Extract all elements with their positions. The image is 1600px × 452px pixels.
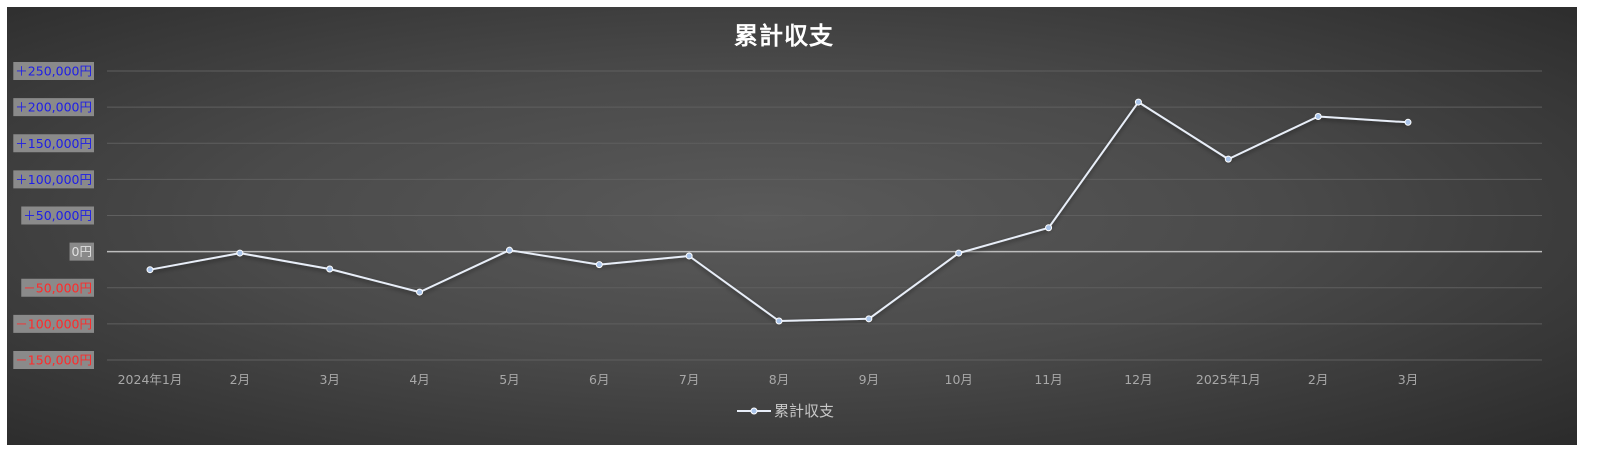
data-point <box>1314 113 1322 121</box>
y-tick-label-background <box>21 278 94 297</box>
y-tick-label-background <box>69 242 94 261</box>
chart-title: 累計収支 <box>734 22 834 50</box>
data-point <box>955 249 963 257</box>
x-tick-label: 9月 <box>859 372 879 387</box>
data-point <box>1224 155 1232 163</box>
x-tick-label: 7月 <box>679 372 699 387</box>
data-point <box>1045 224 1053 232</box>
x-tick-label: 2月 <box>1308 372 1328 387</box>
y-tick-label: －150,000円 <box>15 353 92 368</box>
data-point <box>236 249 244 257</box>
series-layer <box>146 98 1412 325</box>
y-tick-label: ＋50,000円 <box>23 208 92 223</box>
legend-label: 累計収支 <box>774 402 834 420</box>
legend-marker-swatch <box>750 407 758 415</box>
y-tick-label: －50,000円 <box>23 280 92 295</box>
data-point <box>865 315 873 323</box>
y-tick-label: ＋150,000円 <box>15 136 92 151</box>
data-point <box>326 265 334 273</box>
y-tick-label-background <box>13 134 94 153</box>
y-tick-label: ＋100,000円 <box>15 172 92 187</box>
x-tick-label: 2月 <box>230 372 250 387</box>
y-tick-label-background <box>21 206 94 225</box>
data-point <box>1134 98 1142 106</box>
legend: 累計収支 <box>737 402 834 420</box>
x-tick-label: 2024年1月 <box>118 372 183 387</box>
y-tick-label: ＋250,000円 <box>15 64 92 79</box>
x-tick-label: 5月 <box>499 372 519 387</box>
data-point <box>775 317 783 325</box>
y-tick-label-background <box>13 314 94 333</box>
grid-layer <box>107 70 1542 361</box>
y-tick-label: ＋200,000円 <box>15 100 92 115</box>
x-tick-label: 10月 <box>945 372 973 387</box>
data-point <box>146 266 154 274</box>
x-tick-label: 11月 <box>1034 372 1062 387</box>
x-tick-label: 4月 <box>409 372 429 387</box>
chart-frame: 累計収支 ＋250,000円 ＋200,000円 ＋150,000円 ＋100,000… <box>7 7 1577 445</box>
x-tick-label: 3月 <box>319 372 339 387</box>
x-tick-label: 2025年1月 <box>1196 372 1261 387</box>
cumulative-balance-chart: 累計収支 ＋250,000円 ＋200,000円 ＋150,000円 ＋100,000… <box>13 22 1542 420</box>
data-point <box>1404 118 1412 126</box>
data-point <box>595 261 603 269</box>
data-point <box>416 288 424 296</box>
y-tick-label: －100,000円 <box>15 316 92 331</box>
y-tick-label-background <box>13 351 94 369</box>
x-tick-label: 3月 <box>1398 372 1418 387</box>
y-tick-label: 0円 <box>72 244 92 259</box>
y-tick-label-background <box>13 170 94 189</box>
y-tick-label-background <box>13 98 94 117</box>
y-tick-label-background <box>13 62 94 80</box>
y-axis-ticks: ＋250,000円 ＋200,000円 ＋150,000円 ＋100,000円 ＋50,… <box>13 62 94 369</box>
data-point <box>505 246 513 254</box>
x-tick-label: 6月 <box>589 372 609 387</box>
x-axis-ticks: 2024年1月 2月 3月 4月 5月 6月 7月 8月 9月 10月 11月 12月 2025年1月 2… <box>118 372 1419 387</box>
x-tick-label: 12月 <box>1124 372 1152 387</box>
x-tick-label: 8月 <box>769 372 789 387</box>
data-point <box>685 252 693 260</box>
